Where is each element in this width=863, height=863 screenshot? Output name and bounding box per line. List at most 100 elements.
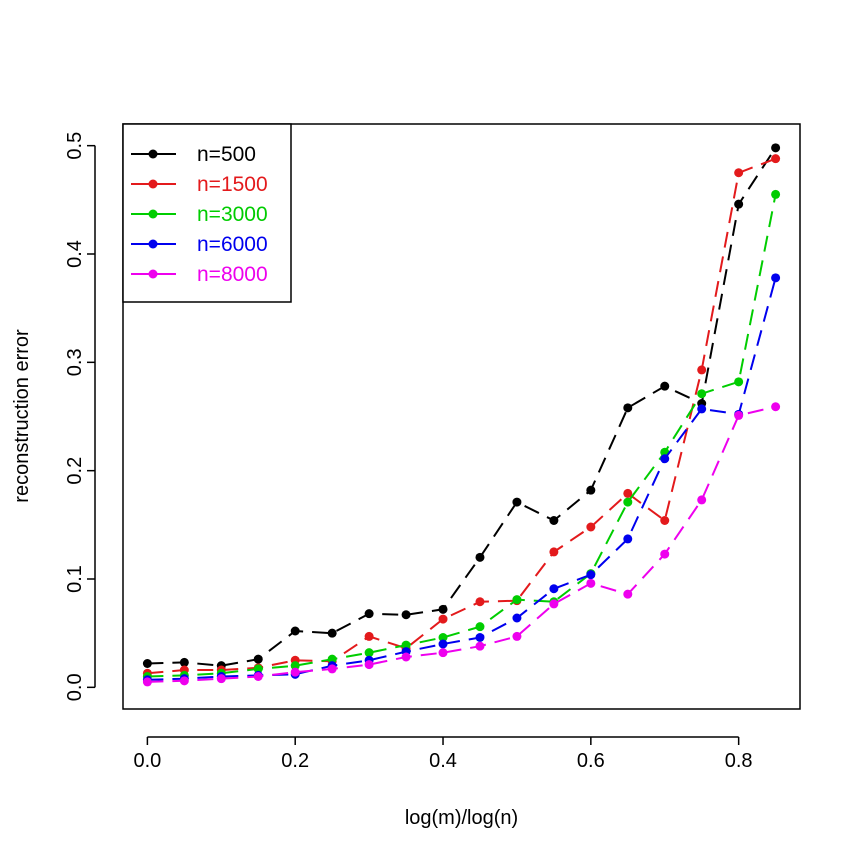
data-point bbox=[660, 549, 670, 559]
data-point bbox=[512, 497, 522, 507]
y-axis-label: reconstruction error bbox=[11, 329, 33, 503]
series-line bbox=[147, 277, 777, 681]
data-point bbox=[438, 614, 448, 624]
data-point bbox=[660, 454, 670, 464]
data-point bbox=[327, 664, 337, 674]
data-point bbox=[475, 597, 485, 607]
data-point bbox=[512, 595, 522, 605]
data-point bbox=[142, 659, 152, 668]
x-tick-label: 0.6 bbox=[577, 750, 605, 772]
data-point bbox=[364, 609, 374, 619]
legend-item: n=6000 bbox=[131, 233, 268, 256]
data-point bbox=[438, 639, 448, 649]
data-point bbox=[401, 610, 411, 620]
data-point bbox=[438, 604, 448, 614]
data-point bbox=[364, 648, 374, 658]
legend-label: n=500 bbox=[197, 143, 256, 166]
x-tick-label: 0.2 bbox=[281, 750, 309, 772]
series-n=8000 bbox=[142, 402, 781, 687]
data-point bbox=[734, 377, 744, 387]
legend-label: n=3000 bbox=[197, 203, 268, 226]
data-point bbox=[734, 410, 744, 420]
data-point bbox=[623, 403, 633, 413]
y-tick-label: 0.3 bbox=[64, 348, 86, 376]
data-point bbox=[586, 485, 596, 495]
legend-label: n=1500 bbox=[197, 173, 268, 196]
data-point bbox=[586, 570, 596, 580]
legend-label: n=8000 bbox=[197, 263, 268, 286]
legend-item: n=8000 bbox=[131, 263, 268, 286]
data-point bbox=[623, 488, 633, 498]
data-point bbox=[697, 389, 707, 399]
data-point bbox=[697, 404, 707, 414]
legend-swatch-point bbox=[148, 209, 158, 219]
series-n=6000 bbox=[142, 273, 781, 685]
data-point bbox=[253, 654, 263, 664]
data-point bbox=[734, 199, 744, 209]
data-point bbox=[771, 273, 781, 283]
series-line bbox=[147, 147, 777, 667]
data-point bbox=[549, 547, 559, 557]
data-point bbox=[512, 631, 522, 641]
data-point bbox=[290, 661, 300, 671]
y-axis: 0.0 0.1 0.2 0.3 0.4 0.5 bbox=[64, 132, 96, 701]
data-point bbox=[660, 381, 670, 391]
data-point bbox=[475, 622, 485, 632]
legend-label: n=6000 bbox=[197, 233, 268, 256]
data-point bbox=[771, 154, 781, 164]
legend-item: n=3000 bbox=[131, 203, 268, 226]
data-point bbox=[623, 534, 633, 544]
data-point bbox=[290, 626, 300, 636]
data-point bbox=[401, 652, 411, 662]
x-axis: 0.0 0.2 0.4 0.6 0.8 bbox=[133, 736, 753, 772]
legend-swatch-point bbox=[148, 239, 158, 249]
data-point bbox=[549, 584, 559, 594]
legend-swatch-point bbox=[148, 149, 158, 159]
data-point bbox=[290, 667, 300, 677]
legend: n=500 n=1500 n=3000 n=6000 n=8000 bbox=[122, 123, 292, 303]
data-point bbox=[475, 552, 485, 562]
legend-swatch-point bbox=[148, 179, 158, 189]
data-point bbox=[771, 143, 781, 153]
series-layer bbox=[142, 143, 781, 687]
data-point bbox=[586, 522, 596, 532]
data-point bbox=[401, 640, 411, 650]
legend-item: n=1500 bbox=[131, 173, 268, 196]
data-point bbox=[216, 674, 226, 684]
series-line bbox=[147, 405, 776, 683]
x-tick-label: 0.8 bbox=[725, 750, 753, 772]
data-point bbox=[623, 497, 633, 507]
data-point bbox=[660, 516, 670, 525]
data-point bbox=[438, 633, 448, 642]
data-point bbox=[549, 516, 559, 525]
data-point bbox=[512, 613, 522, 623]
data-point bbox=[475, 633, 485, 642]
x-tick-label: 0.4 bbox=[429, 750, 457, 772]
data-point bbox=[475, 641, 485, 651]
data-point bbox=[364, 660, 374, 670]
data-point bbox=[253, 664, 263, 674]
series-line bbox=[147, 194, 777, 678]
data-point bbox=[364, 631, 374, 641]
y-tick-label: 0.2 bbox=[64, 457, 86, 485]
data-point bbox=[697, 365, 707, 375]
series-n=3000 bbox=[142, 189, 781, 681]
data-point bbox=[179, 657, 189, 667]
data-point bbox=[549, 599, 559, 609]
data-point bbox=[771, 402, 781, 412]
data-point bbox=[142, 677, 152, 687]
data-point bbox=[327, 654, 337, 664]
data-point bbox=[586, 578, 596, 588]
x-tick-label: 0.0 bbox=[133, 750, 161, 772]
data-point bbox=[327, 628, 337, 638]
data-point bbox=[623, 589, 633, 599]
y-tick-label: 0.5 bbox=[64, 132, 86, 160]
legend-item: n=500 bbox=[131, 143, 256, 166]
data-point bbox=[697, 495, 707, 505]
legend-swatch-point bbox=[148, 269, 158, 279]
series-line bbox=[147, 157, 776, 675]
data-point bbox=[771, 189, 781, 199]
y-tick-label: 0.1 bbox=[64, 565, 86, 593]
plot-frame bbox=[122, 123, 801, 710]
